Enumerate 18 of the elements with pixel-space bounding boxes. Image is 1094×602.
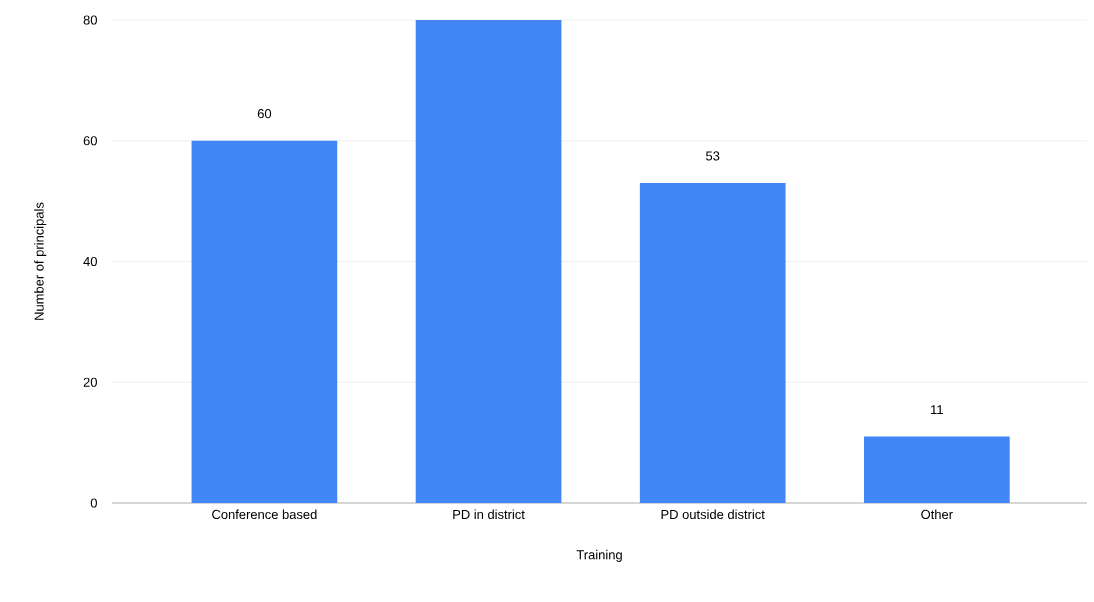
bar [415, 20, 562, 503]
y-tick-label: 60 [83, 136, 97, 146]
x-tick-label: Conference based [212, 509, 317, 520]
x-tick-label: Other [921, 509, 953, 520]
bar [863, 436, 1010, 503]
bar [191, 140, 338, 503]
y-tick-label: 0 [90, 498, 97, 508]
x-tick-label: PD in district [453, 509, 525, 520]
x-tick-label: PD outside district [661, 509, 765, 520]
x-axis-title: Training [576, 549, 622, 562]
data-label: 53 [706, 151, 720, 161]
y-tick-label: 20 [83, 377, 97, 387]
y-tick-label: 80 [83, 15, 97, 25]
y-tick-label: 40 [83, 256, 97, 267]
y-axis-title: Number of principals [34, 202, 47, 320]
data-label: 60 [257, 109, 272, 119]
data-label: 11 [931, 405, 943, 415]
bar [639, 183, 786, 503]
